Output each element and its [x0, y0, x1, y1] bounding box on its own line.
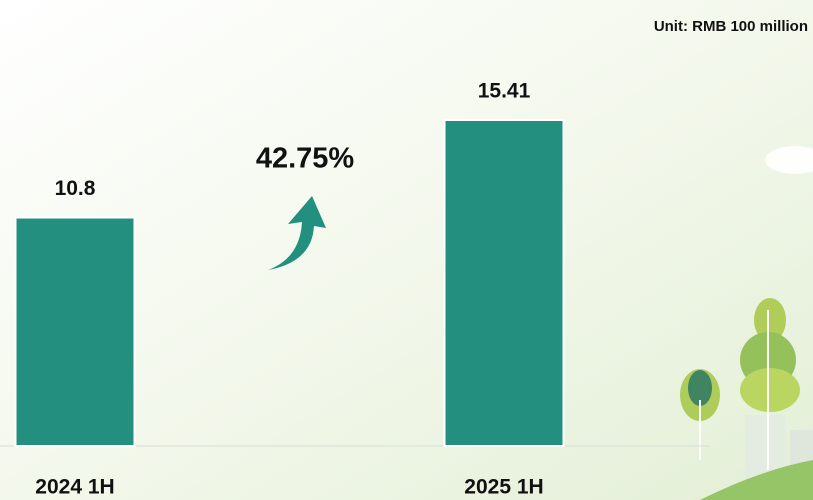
unit-label: Unit: RMB 100 million [654, 18, 808, 35]
chart: Unit: RMB 100 million 42.75% 10.8 2024 1H… [0, 0, 813, 500]
page: {"chart_data": {"type": "bar", "unit_lab… [0, 0, 813, 500]
x-tick-label: 2024 1H [35, 476, 114, 499]
value-label: 10.8 [55, 177, 96, 200]
x-tick-label: 2025 1H [464, 476, 543, 499]
growth-annotation: 42.75% [256, 143, 355, 175]
value-label: 15.41 [478, 80, 531, 103]
bar [16, 218, 135, 446]
bar [445, 120, 564, 446]
